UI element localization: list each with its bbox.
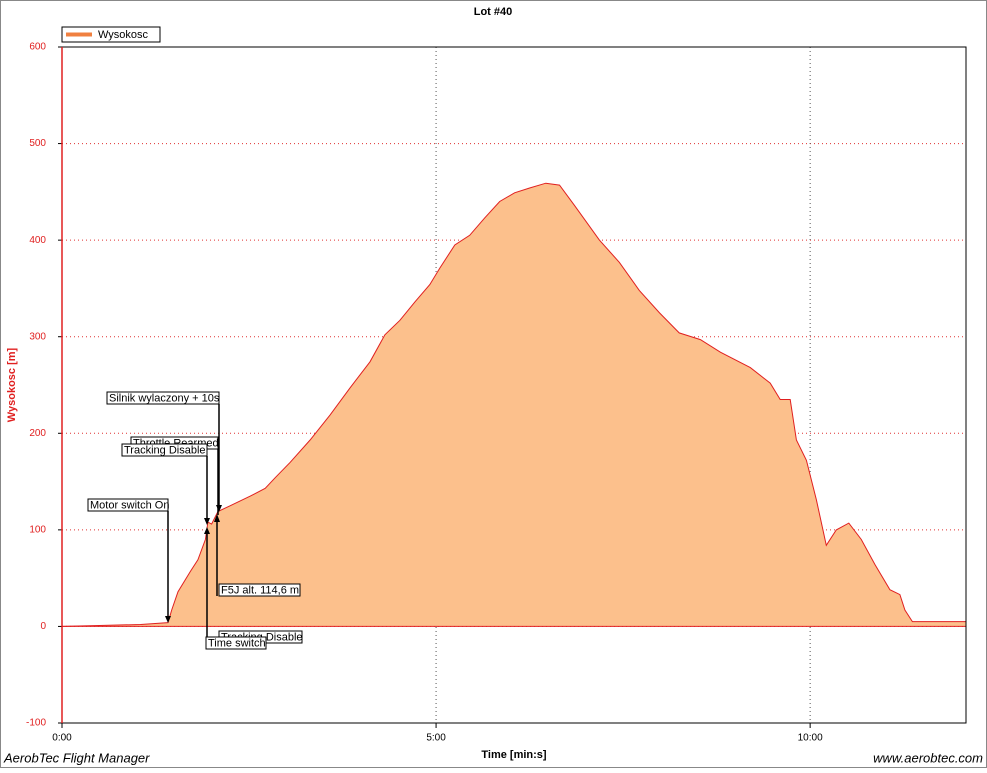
annotations: Motor switch On Throttle Rearmed Trackin…: [87, 391, 303, 650]
arrow-head: [204, 518, 210, 525]
arrow-head: [204, 527, 210, 534]
x-axis-label: Time [min:s]: [481, 749, 547, 761]
footer-right: www.aerobtec.com: [873, 750, 983, 765]
plot-area: -100 0 100 200 300 400 500 600 0:00 5:00 10:00: [26, 42, 967, 744]
y-tick-label: 500: [29, 138, 46, 149]
y-tick-label: 600: [29, 42, 46, 53]
annotation-box: [106, 391, 220, 405]
annotation-box: [121, 443, 208, 457]
line: [61, 182, 966, 627]
y-tick-label: 200: [29, 428, 46, 439]
x-tick-label: 0:00: [52, 733, 72, 744]
arrow-head: [216, 505, 222, 512]
y-tick-label: 400: [29, 235, 46, 246]
y-tick-label: 300: [29, 331, 46, 342]
y-tick-label: 0: [40, 621, 46, 632]
annotation-label: Motor switch On: [90, 499, 169, 511]
annotation-box: [87, 498, 169, 512]
chart-title: Lot #40: [474, 6, 513, 18]
arrow-head: [165, 616, 171, 623]
annotation-label: Time switch: [208, 637, 266, 649]
annotation-label: F5J alt. 114,6 m: [221, 584, 299, 596]
y-tick-label: -100: [26, 718, 46, 729]
footer-left: AerobTec Flight Manager: [3, 750, 150, 765]
legend-label: Wysokosc: [98, 29, 149, 41]
legend: Wysokosc: [61, 26, 161, 43]
annotation-label: Silnik wylaczony + 10s: [109, 392, 220, 404]
area: [62, 183, 966, 627]
annotation-box: [218, 583, 301, 597]
annotation-label: Tracking Disable: [124, 444, 206, 456]
y-tick-label: 100: [29, 524, 46, 535]
legend-box: [61, 26, 161, 43]
x-tick-label: 10:00: [798, 733, 823, 744]
x-tick-label: 5:00: [426, 733, 446, 744]
y-axis-label: Wysokosc [m]: [6, 347, 18, 422]
arrow-head: [214, 514, 220, 522]
annotation-box: [205, 636, 267, 650]
